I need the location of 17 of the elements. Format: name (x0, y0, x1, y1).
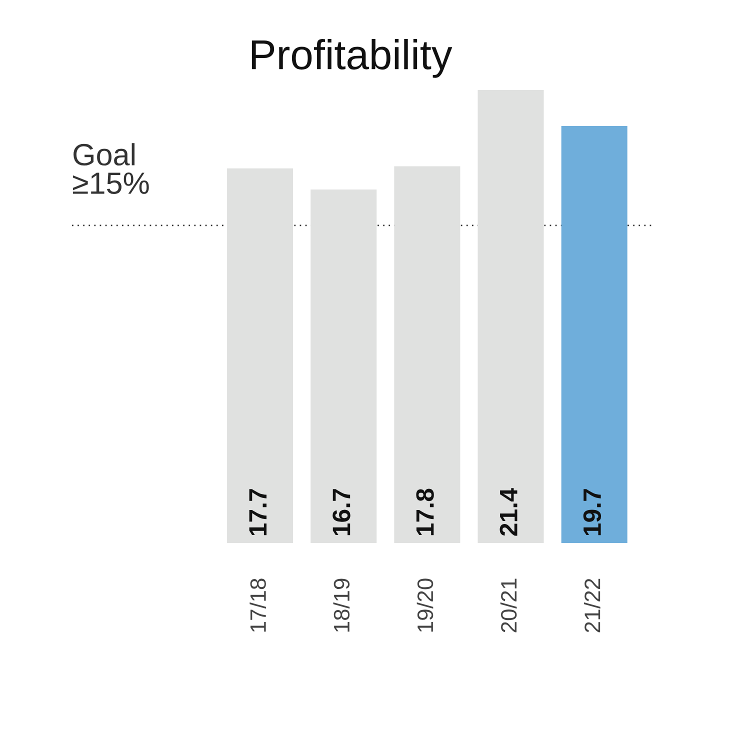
x-tick-label: 19/20 (416, 578, 434, 632)
x-tick-label: 21/22 (584, 578, 600, 632)
data-label: 16.7 (332, 489, 350, 536)
x-tick-label: 18/19 (333, 578, 350, 632)
data-label: 17.7 (249, 489, 267, 536)
data-label: 17.8 (416, 488, 434, 536)
ref-line-label: Goal ≥15% (72, 143, 149, 194)
bar (478, 90, 544, 543)
bar (394, 166, 460, 543)
bar (310, 189, 377, 543)
data-label: 21.4 (500, 488, 518, 536)
bar (561, 126, 628, 543)
x-tick-label: 17/18 (250, 578, 266, 632)
x-tick-label: 20/21 (500, 578, 517, 632)
data-label: 19.7 (583, 489, 602, 536)
bar (227, 168, 294, 543)
chart-title: Profitability (252, 38, 452, 78)
